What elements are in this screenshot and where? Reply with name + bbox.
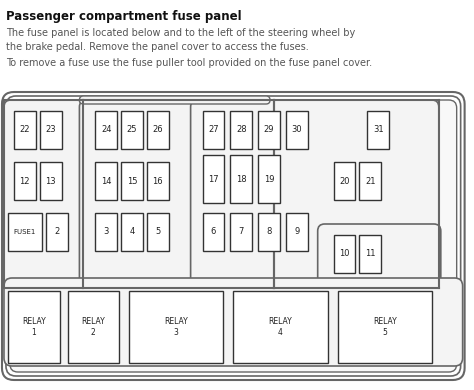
Bar (286, 111, 308, 149)
Text: 24: 24 (101, 126, 111, 135)
Bar (233, 291, 328, 363)
Text: 14: 14 (101, 177, 111, 186)
Bar (40, 111, 62, 149)
Bar (230, 213, 252, 251)
Bar (230, 155, 252, 203)
Text: 6: 6 (211, 227, 216, 236)
Bar (258, 155, 280, 203)
Bar (95, 162, 117, 200)
Text: RELAY
5: RELAY 5 (373, 317, 397, 337)
Bar (334, 162, 356, 200)
Bar (230, 111, 252, 149)
FancyBboxPatch shape (80, 96, 270, 104)
Text: 31: 31 (373, 126, 383, 135)
Text: 3: 3 (103, 227, 109, 236)
FancyBboxPatch shape (2, 92, 465, 380)
Text: 10: 10 (339, 250, 350, 259)
Bar (129, 291, 223, 363)
Text: 2: 2 (54, 227, 59, 236)
Text: 22: 22 (19, 126, 30, 135)
Bar (202, 111, 224, 149)
Bar (337, 291, 432, 363)
Bar (367, 111, 389, 149)
FancyBboxPatch shape (191, 100, 439, 288)
Text: The fuse panel is located below and to the left of the steering wheel by: The fuse panel is located below and to t… (6, 28, 355, 38)
Text: 17: 17 (208, 174, 219, 184)
Text: 19: 19 (264, 174, 274, 184)
Text: 9: 9 (294, 227, 300, 236)
Text: 13: 13 (46, 177, 56, 186)
Bar (40, 162, 62, 200)
Text: 4: 4 (129, 227, 135, 236)
Bar (121, 213, 143, 251)
Bar (258, 111, 280, 149)
Bar (121, 111, 143, 149)
Bar (95, 213, 117, 251)
Text: RELAY
1: RELAY 1 (22, 317, 46, 337)
Bar (202, 213, 224, 251)
Text: 29: 29 (264, 126, 274, 135)
FancyBboxPatch shape (80, 100, 270, 288)
Text: 27: 27 (208, 126, 219, 135)
Bar (8, 213, 42, 251)
Text: 30: 30 (292, 126, 302, 135)
Bar (14, 162, 36, 200)
Text: 26: 26 (153, 126, 163, 135)
Text: 7: 7 (238, 227, 244, 236)
Text: FUSE1: FUSE1 (14, 229, 36, 235)
Text: Passenger compartment fuse panel: Passenger compartment fuse panel (6, 10, 242, 23)
Bar (202, 155, 224, 203)
Text: RELAY
4: RELAY 4 (269, 317, 292, 337)
FancyBboxPatch shape (6, 96, 461, 376)
FancyBboxPatch shape (318, 224, 441, 286)
Text: 12: 12 (19, 177, 30, 186)
Bar (147, 213, 169, 251)
Text: 25: 25 (127, 126, 137, 135)
Text: 18: 18 (236, 174, 246, 184)
Bar (359, 162, 381, 200)
Bar (334, 235, 356, 273)
Text: To remove a fuse use the fuse puller tool provided on the fuse panel cover.: To remove a fuse use the fuse puller too… (6, 58, 372, 68)
Text: 28: 28 (236, 126, 246, 135)
Text: 11: 11 (365, 250, 375, 259)
Bar (147, 162, 169, 200)
Text: 21: 21 (365, 177, 375, 186)
FancyBboxPatch shape (4, 278, 463, 366)
Text: RELAY
2: RELAY 2 (82, 317, 105, 337)
Bar (359, 235, 381, 273)
Bar (286, 213, 308, 251)
Bar (121, 162, 143, 200)
FancyBboxPatch shape (10, 100, 456, 372)
Bar (95, 111, 117, 149)
Text: 16: 16 (153, 177, 163, 186)
Text: 8: 8 (266, 227, 272, 236)
Bar (14, 111, 36, 149)
Text: RELAY
3: RELAY 3 (164, 317, 188, 337)
Bar (258, 213, 280, 251)
Text: 23: 23 (46, 126, 56, 135)
Bar (147, 111, 169, 149)
Bar (8, 291, 60, 363)
Text: 20: 20 (339, 177, 350, 186)
FancyBboxPatch shape (4, 100, 83, 288)
Text: 15: 15 (127, 177, 137, 186)
Text: the brake pedal. Remove the panel cover to access the fuses.: the brake pedal. Remove the panel cover … (6, 42, 309, 52)
Bar (67, 291, 119, 363)
Bar (46, 213, 67, 251)
Text: 5: 5 (155, 227, 161, 236)
